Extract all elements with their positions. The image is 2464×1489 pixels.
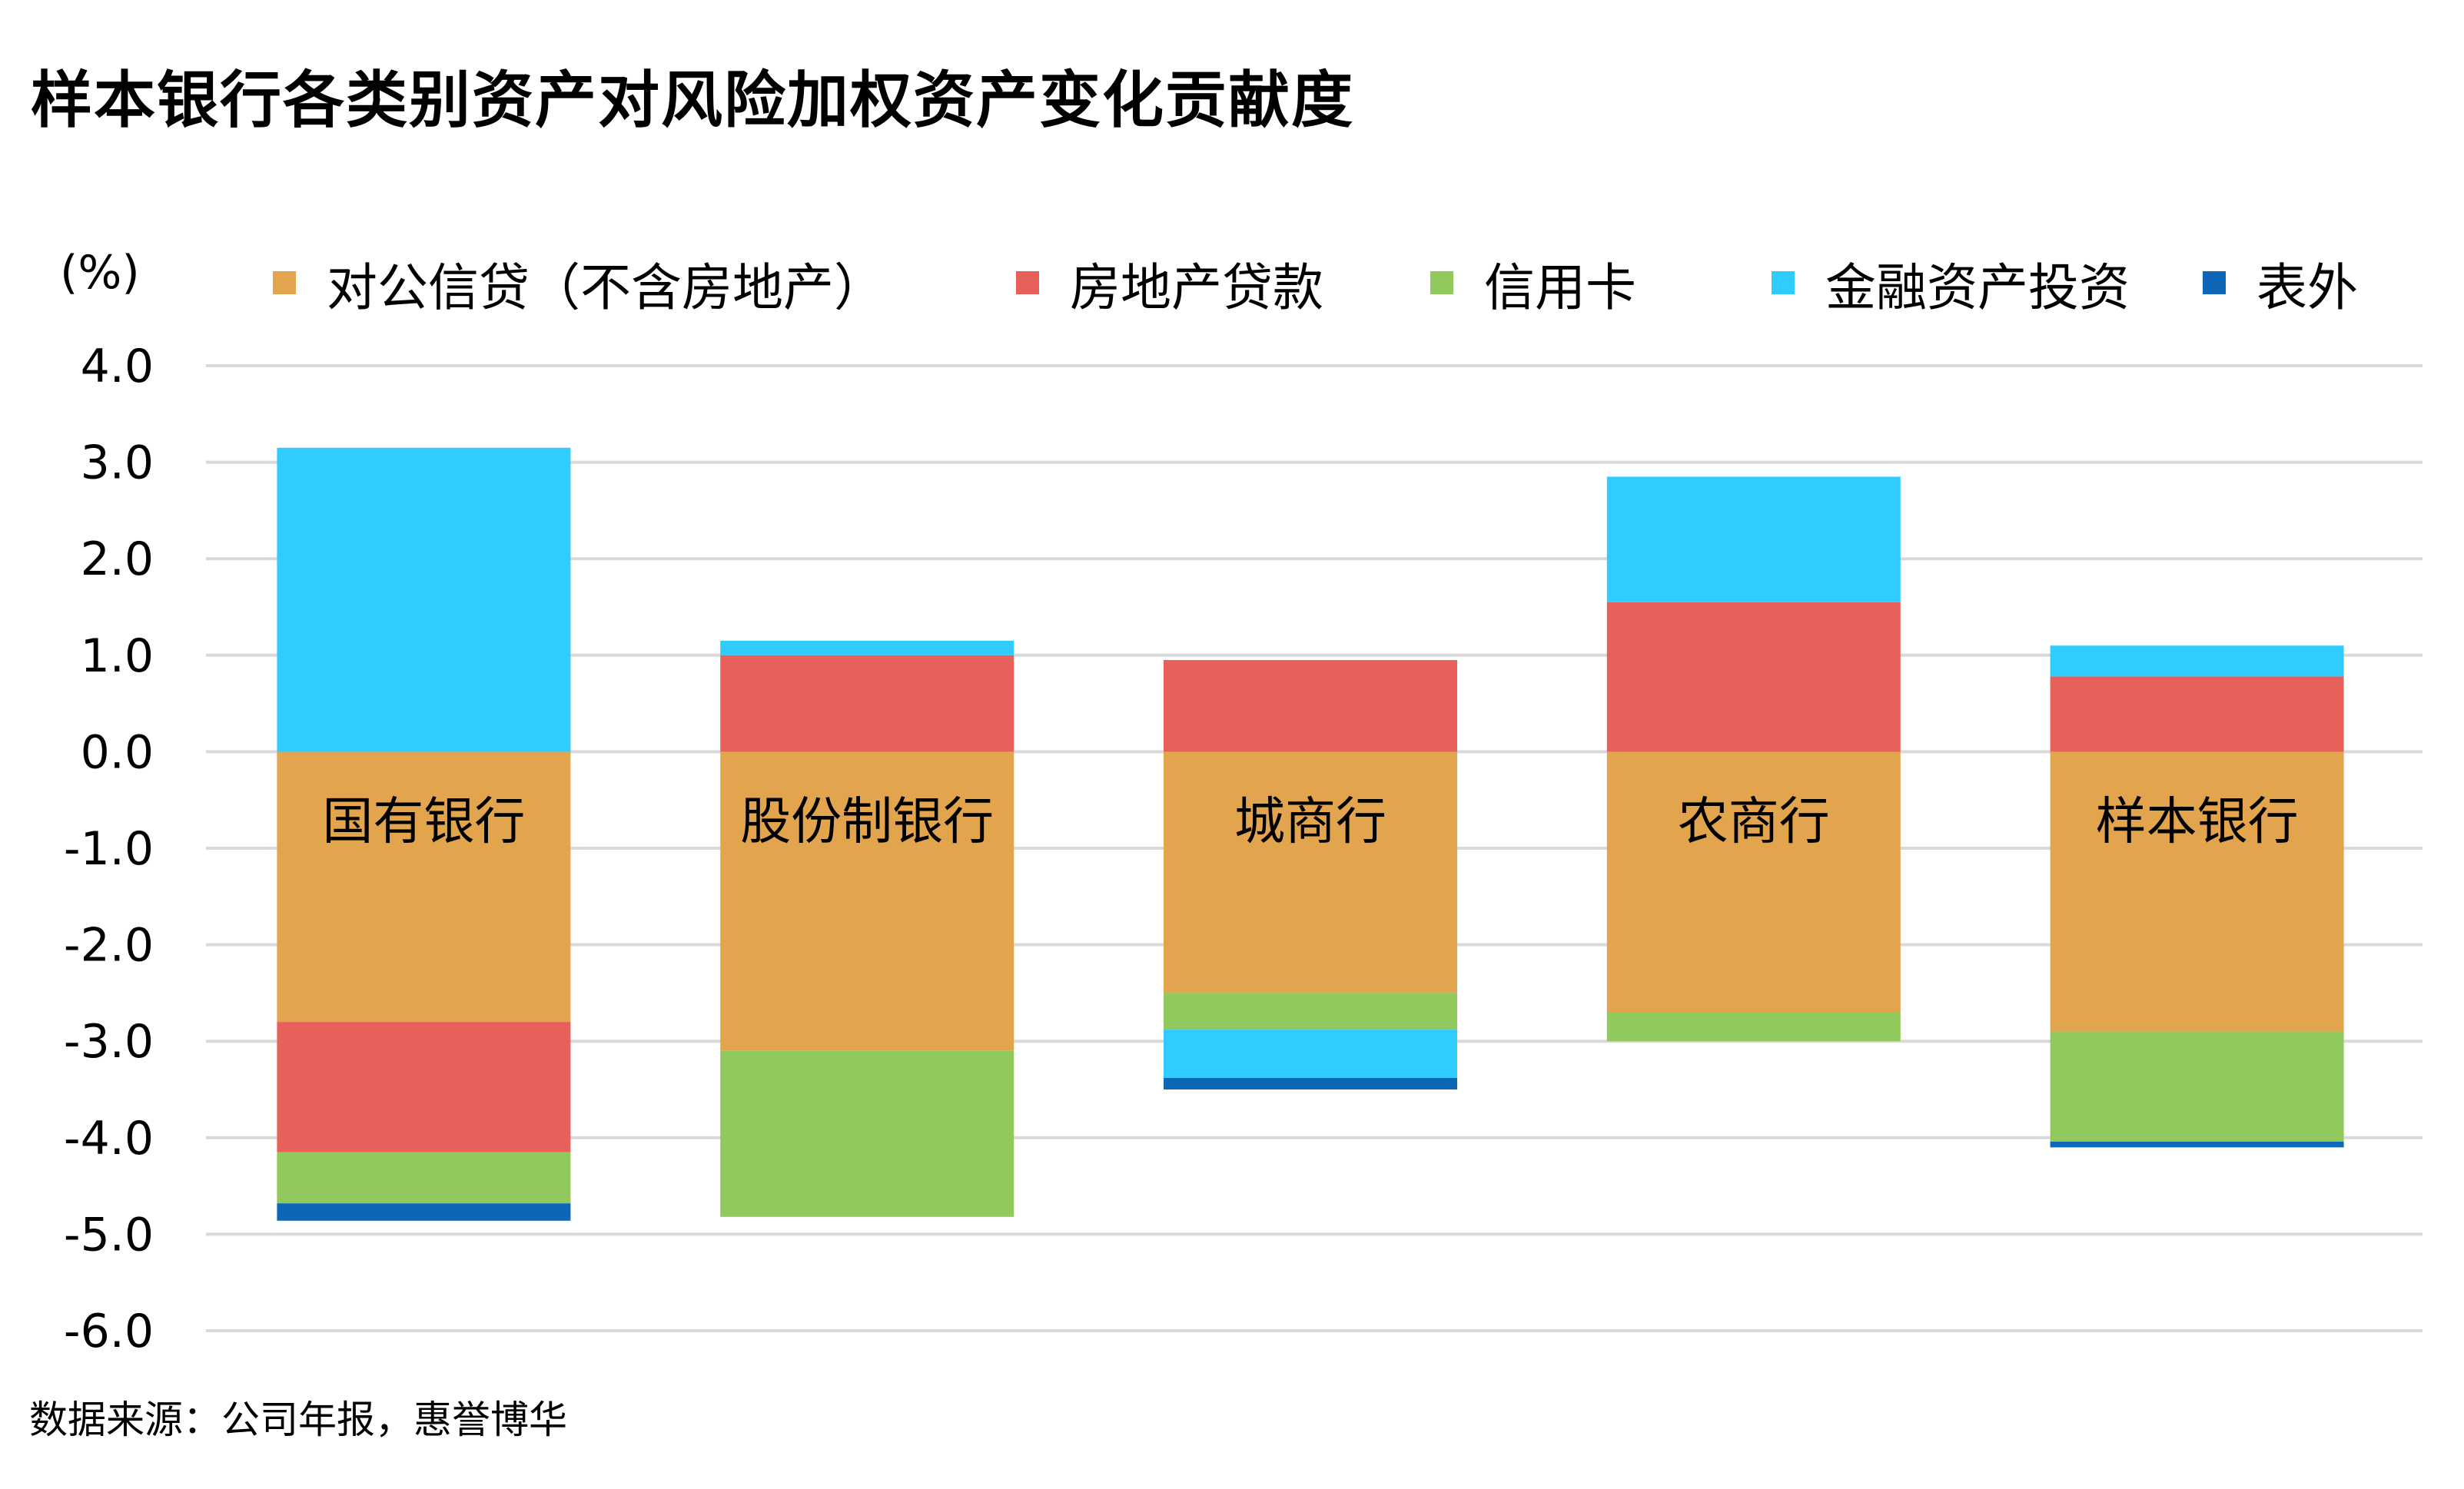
bar-segment (720, 655, 1014, 752)
bar-segment (1164, 1030, 1457, 1078)
bar-segment (720, 751, 1014, 1051)
y-tick-label: 3.0 (81, 436, 154, 490)
legend-label: 表外 (2256, 258, 2358, 317)
bar-segment (2050, 676, 2344, 752)
bar-segment (2050, 1141, 2344, 1148)
bar-segment (277, 447, 571, 752)
bar-segment (1164, 1077, 1457, 1089)
bar-segment (1606, 751, 1901, 1013)
bar-segment (277, 1152, 571, 1204)
bar-segment (1606, 476, 1901, 602)
bars (277, 447, 2344, 1221)
y-axis: 4.0 3.0 2.0 1.0 0.0 -1.0 -2.0 -3.0 -4.0 -5.0 -6.0 (64, 340, 154, 1358)
bar-segment (1164, 993, 1457, 1030)
legend-label: 信用卡 (1484, 258, 1636, 317)
legend-label: 房地产贷款 (1070, 258, 1323, 317)
y-tick-label: -1.0 (64, 822, 154, 876)
category-labels: 国有银行 股份制银行 城商行 农商行 样本银行 (322, 791, 2298, 851)
gridlines (206, 364, 2422, 1332)
legend: 对公信贷（不含房地产） 房地产贷款 信用卡 金融资产投资 表外 (273, 258, 2358, 317)
bar-segment (720, 1050, 1014, 1217)
bar-segment (720, 640, 1014, 655)
bar-segment (1606, 1012, 1901, 1042)
bar-segment (1164, 660, 1457, 752)
y-unit-label: (%) (60, 246, 140, 300)
legend-swatch (273, 271, 296, 294)
y-tick-label: 0.0 (81, 725, 154, 779)
chart-title: 样本银行各类别资产对风险加权资产变化贡献度 (31, 65, 1354, 136)
bar-segment (2050, 751, 2344, 1032)
legend-label: 金融资产投资 (1825, 258, 2130, 317)
category-label: 股份制银行 (740, 791, 994, 851)
bar-segment (2050, 645, 2344, 677)
bar-segment (1164, 751, 1457, 993)
bar-segment (2050, 1031, 2344, 1142)
legend-swatch (2203, 271, 2226, 294)
y-tick-label: -2.0 (64, 919, 154, 973)
category-label: 城商行 (1234, 791, 1386, 851)
category-label: 农商行 (1678, 791, 1830, 851)
legend-label: 对公信贷（不含房地产） (327, 258, 885, 317)
legend-swatch (1016, 271, 1039, 294)
legend-swatch (1430, 271, 1453, 294)
bar-segment (1606, 602, 1901, 752)
bar-segment (277, 751, 571, 1023)
legend-swatch (1772, 271, 1795, 294)
category-label: 国有银行 (322, 791, 525, 851)
y-tick-label: -5.0 (64, 1208, 154, 1262)
y-tick-label: 1.0 (81, 629, 154, 683)
y-tick-label: -4.0 (64, 1112, 154, 1166)
data-source-note: 数据来源：公司年报，惠誉博华 (29, 1398, 567, 1442)
bar-segment (277, 1203, 571, 1221)
y-tick-label: 2.0 (81, 532, 154, 586)
y-tick-label: -3.0 (64, 1015, 154, 1069)
bar-segment (277, 1022, 571, 1152)
category-label: 样本银行 (2096, 791, 2299, 851)
y-tick-label: 4.0 (81, 340, 154, 393)
y-tick-label: -6.0 (64, 1305, 154, 1358)
